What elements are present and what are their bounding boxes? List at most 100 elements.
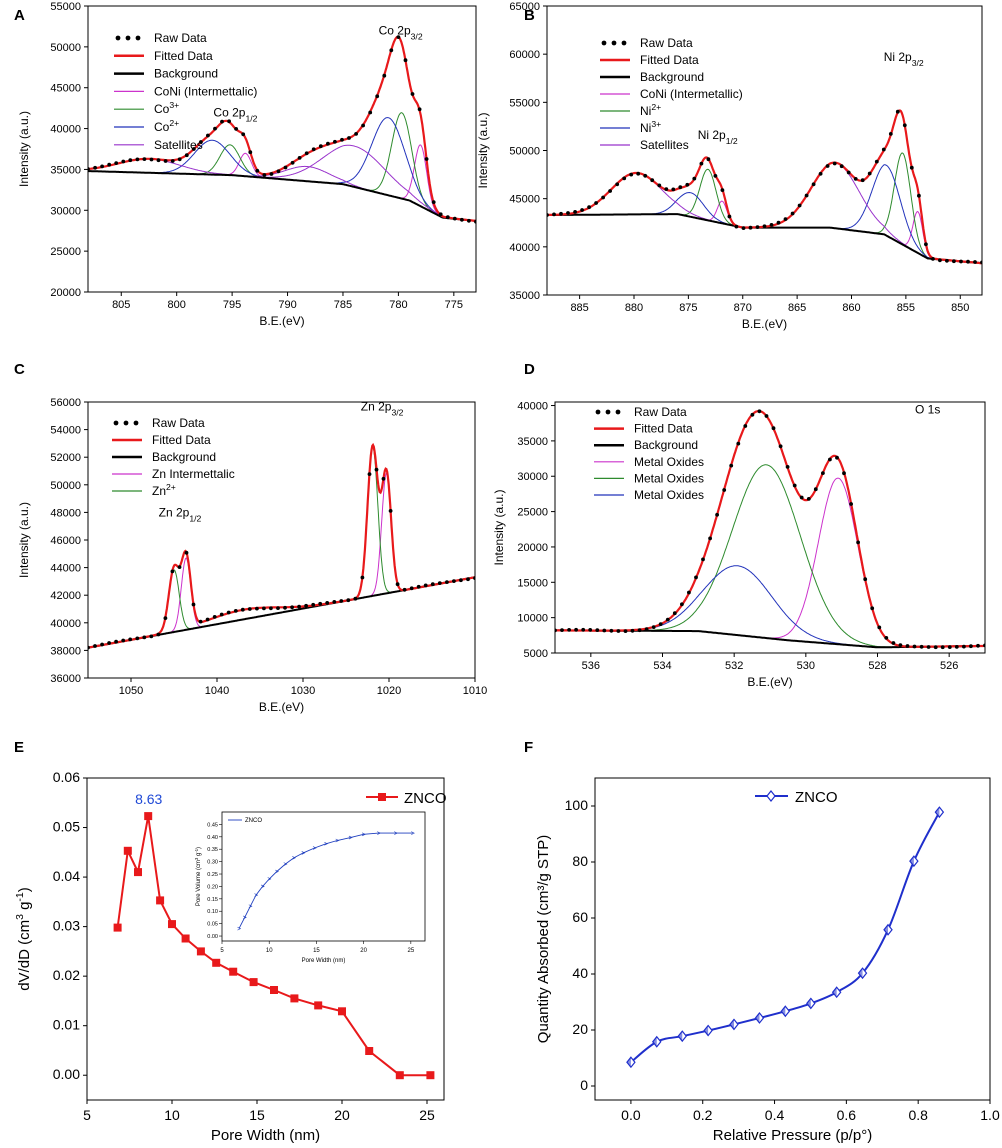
raw-data-point <box>240 607 245 612</box>
inset-data-point <box>254 893 259 897</box>
raw-data-point <box>255 606 259 611</box>
raw-data-point <box>121 159 126 164</box>
x-axis-label: Relative Pressure (p/p°) <box>713 1127 872 1144</box>
raw-data-point <box>191 147 196 151</box>
peak-component <box>555 464 985 648</box>
raw-data-point <box>636 171 641 176</box>
raw-data-point <box>877 625 882 630</box>
raw-data-point <box>969 644 973 649</box>
raw-data-point <box>898 643 903 647</box>
y-tick-label: 30000 <box>50 205 81 217</box>
raw-data-point <box>853 177 858 181</box>
y-axis-label: Intensity (a.u.) <box>17 111 31 187</box>
legend-label: Raw Data <box>154 31 207 45</box>
inset-y-tick-label: 0.15 <box>207 897 218 903</box>
raw-data-point <box>93 644 97 648</box>
y-tick-label: 20 <box>572 1021 588 1037</box>
x-tick-label: 532 <box>725 660 743 672</box>
peak-annotation: Ni 2p1/2 <box>698 128 738 146</box>
raw-data-point <box>374 467 379 472</box>
raw-data-point <box>452 579 456 583</box>
raw-data-point <box>743 424 748 428</box>
inset-y-tick-label: 0.40 <box>207 835 218 841</box>
raw-data-point <box>402 587 407 592</box>
legend-label: Background <box>634 438 698 452</box>
raw-data-point <box>870 606 875 611</box>
raw-data-point <box>680 602 684 607</box>
raw-data-point <box>926 645 931 649</box>
raw-data-point <box>430 582 435 587</box>
data-point <box>338 1007 346 1016</box>
y-tick-label: 45000 <box>50 83 81 95</box>
legend-label: Metal Oxides <box>634 488 704 502</box>
legend-marker <box>123 420 129 426</box>
y-tick-label: 42000 <box>50 590 81 602</box>
raw-data-point <box>806 497 811 501</box>
peak-annotation: Co 2p1/2 <box>213 105 257 123</box>
raw-data-point <box>311 602 316 607</box>
raw-data-point <box>559 211 563 216</box>
raw-data-point <box>602 628 607 633</box>
raw-data-point <box>678 185 683 190</box>
peak-component <box>555 565 985 648</box>
raw-data-point <box>163 159 168 163</box>
raw-data-point <box>219 612 224 617</box>
inset-data-point <box>243 915 247 920</box>
raw-data-point <box>694 575 698 580</box>
raw-data-point <box>727 214 732 219</box>
raw-data-point <box>297 604 301 609</box>
x-tick-label: 860 <box>842 302 860 314</box>
y-axis-label: Intensity (a.u.) <box>492 489 506 565</box>
background-line <box>547 213 982 265</box>
data-point <box>113 923 122 932</box>
legend-label: Background <box>154 67 218 81</box>
raw-data-point <box>622 176 627 181</box>
data-point <box>123 846 132 855</box>
raw-data-point <box>213 126 217 131</box>
panel-label: A <box>14 7 25 24</box>
raw-data-point <box>269 606 273 611</box>
x-tick-label: 1040 <box>205 685 229 697</box>
data-point <box>249 978 258 987</box>
raw-data-point <box>340 137 344 142</box>
series-line <box>630 811 941 1063</box>
raw-data-point <box>283 605 287 610</box>
data-point <box>168 920 176 929</box>
raw-data-point <box>360 575 365 580</box>
x-tick-label: 1.0 <box>980 1107 1000 1123</box>
x-tick-label: 534 <box>653 660 671 672</box>
x-tick-label: 0.2 <box>693 1107 713 1123</box>
peak-annotation: Co 2p3/2 <box>379 24 423 42</box>
inset-data-point <box>411 831 415 835</box>
plot-frame <box>554 401 986 654</box>
raw-data-point <box>595 628 600 632</box>
peak-component <box>88 152 476 222</box>
plot-area-E: 8.63 <box>113 791 435 1080</box>
legend-D: Raw Data Fitted Data Background Metal Oxide… <box>594 405 704 502</box>
x-tick-label: 780 <box>389 299 407 311</box>
legend-marker <box>135 35 141 41</box>
legend-label: Zn2+ <box>152 482 176 498</box>
peak-value-label: 8.63 <box>135 791 162 807</box>
x-tick-label: 775 <box>445 299 463 311</box>
x-axis-label: B.E.(eV) <box>747 675 792 689</box>
raw-data-point <box>177 565 182 569</box>
fitted-line <box>547 109 982 265</box>
x-tick-label: 880 <box>625 302 643 314</box>
raw-data-point <box>623 629 628 633</box>
raw-data-point <box>234 126 239 131</box>
raw-data-point <box>720 188 725 193</box>
raw-data-point <box>212 615 217 619</box>
raw-data-point <box>769 223 774 227</box>
raw-data-point <box>100 642 104 647</box>
raw-data-point <box>170 159 175 163</box>
raw-data-point <box>403 58 408 63</box>
plot-frame <box>86 777 445 1101</box>
inset-legend-label: ZNCO <box>245 818 262 824</box>
raw-data-point <box>764 414 769 418</box>
raw-data-point <box>664 187 669 192</box>
y-tick-label: 48000 <box>50 507 81 519</box>
raw-data-point <box>715 512 719 517</box>
data-point <box>270 986 278 994</box>
legend-B: Raw Data Fitted Data Background CoNi (Inter… <box>600 36 743 152</box>
